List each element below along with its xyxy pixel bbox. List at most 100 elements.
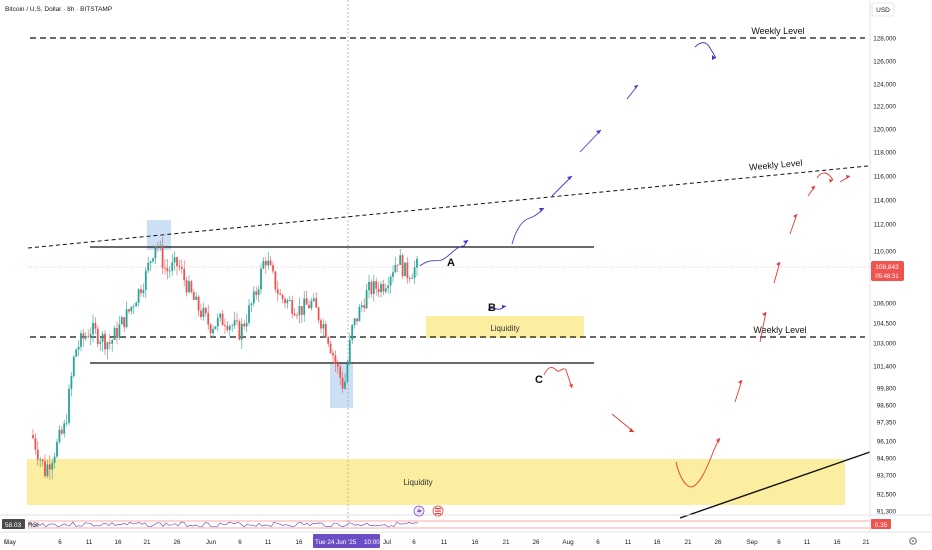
candle-body [262, 261, 265, 269]
candle-body [317, 307, 320, 321]
candle-body [77, 346, 80, 350]
candle-body [392, 272, 394, 277]
candle-body [384, 288, 387, 292]
candle-body [231, 325, 234, 327]
candle-body [65, 422, 68, 424]
candle-body [51, 462, 54, 470]
candle-body [346, 363, 349, 382]
currency-button[interactable] [871, 2, 895, 17]
candle-body [200, 310, 202, 318]
candle-body [327, 336, 330, 344]
candle-body [276, 289, 279, 294]
candle-body [336, 363, 339, 367]
candle-body [257, 289, 260, 295]
candle-body [159, 245, 162, 247]
flag-stripe-icon [435, 510, 441, 512]
candle-body [344, 381, 346, 389]
y-tick-label: 110,000 [874, 249, 897, 256]
candle-body [221, 313, 224, 326]
liquidity-zone-lower[interactable] [27, 459, 845, 505]
candles-group [32, 237, 418, 480]
rising-dashed-trendline[interactable] [27, 165, 869, 249]
high-highlight-box [147, 220, 171, 250]
rising-solid-trendline[interactable] [679, 451, 871, 519]
candle-body [207, 313, 210, 325]
candle-body [197, 296, 200, 311]
candle-body [382, 283, 385, 292]
candle-body [298, 306, 301, 316]
candle-body [192, 291, 195, 300]
candle-body [308, 304, 310, 309]
candle-body [120, 317, 123, 325]
y-tick-label: 120,000 [873, 127, 896, 134]
candle-body [312, 298, 315, 302]
candle-body [101, 333, 104, 342]
candle-body [219, 313, 222, 318]
y-tick-label: 98,600 [877, 403, 897, 410]
candle-body [82, 333, 85, 339]
candle-body [104, 333, 106, 350]
candle-body [224, 325, 226, 327]
candle-body [32, 434, 34, 439]
candle-body [161, 245, 164, 268]
flag-stripe-icon [435, 508, 441, 510]
label-b: B [488, 302, 496, 314]
y-tick-label: 126,000 [873, 59, 896, 66]
candle-body [185, 280, 188, 293]
zoom-z-label[interactable]: Z [5, 539, 9, 546]
candle-body [123, 317, 126, 328]
weekly-level-label-top: Weekly Level [751, 26, 804, 36]
x-tick-label: 16 [295, 539, 303, 546]
x-tick-label: 26 [532, 539, 540, 546]
candle-body [72, 356, 75, 377]
liquidity-zone-upper[interactable] [426, 316, 584, 338]
candle-body [176, 257, 178, 267]
candle-body [322, 324, 325, 329]
candle-body [212, 328, 214, 334]
x-tick-label: 16 [833, 539, 841, 546]
candle-body [125, 309, 128, 328]
candle-body [142, 289, 145, 294]
crosshair-time-badge [313, 534, 380, 548]
weekly-level-label-trend: Weekly Level [749, 158, 803, 173]
weekly-level-label-mid: Weekly Level [753, 325, 806, 335]
candle-body [303, 298, 306, 315]
candle-body [178, 266, 181, 267]
x-axis-ticks: May 6 11 16 21 26 Jun 6 11 16 21 Tue 24 Jun '25 10:0… [4, 534, 870, 548]
liquidity-zone-lower-label: Liquidity [403, 478, 432, 487]
candle-body [365, 290, 368, 309]
candle-body [53, 456, 56, 463]
y-tick-label: 103,000 [873, 341, 896, 348]
candle-body [164, 267, 166, 269]
candle-body [183, 268, 186, 281]
candle-body [58, 429, 61, 442]
x-tick-label: 21 [502, 539, 510, 546]
candle-body [356, 318, 358, 322]
x-tick-label: 6 [777, 539, 781, 546]
x-tick-label: Jul [383, 539, 391, 546]
candle-body [132, 306, 135, 308]
candle-body [195, 296, 198, 300]
candle-body [310, 301, 313, 309]
candle-body [353, 318, 356, 325]
candle-body [413, 267, 416, 278]
candle-body [68, 388, 70, 423]
x-tick-label: Jun [206, 539, 217, 546]
candle-body [329, 343, 332, 353]
x-tick-label: 6 [58, 539, 62, 546]
candle-body [250, 303, 253, 306]
candle-body [334, 355, 337, 364]
x-tick-label: 26 [173, 539, 181, 546]
candle-body [293, 313, 296, 316]
candle-body [75, 349, 78, 357]
candle-body [209, 324, 212, 334]
candle-body [202, 308, 205, 318]
settings-gear-icon[interactable] [909, 537, 917, 545]
candle-body [92, 322, 94, 335]
y-tick-label: 97,350 [877, 420, 897, 427]
x-tick-label: 11 [265, 539, 272, 546]
symbol-title: Bitcoin / U.S. Dollar · 8h · BITSTAMP [5, 6, 112, 13]
candle-body [380, 283, 382, 293]
x-tick-label: 26 [714, 539, 722, 546]
